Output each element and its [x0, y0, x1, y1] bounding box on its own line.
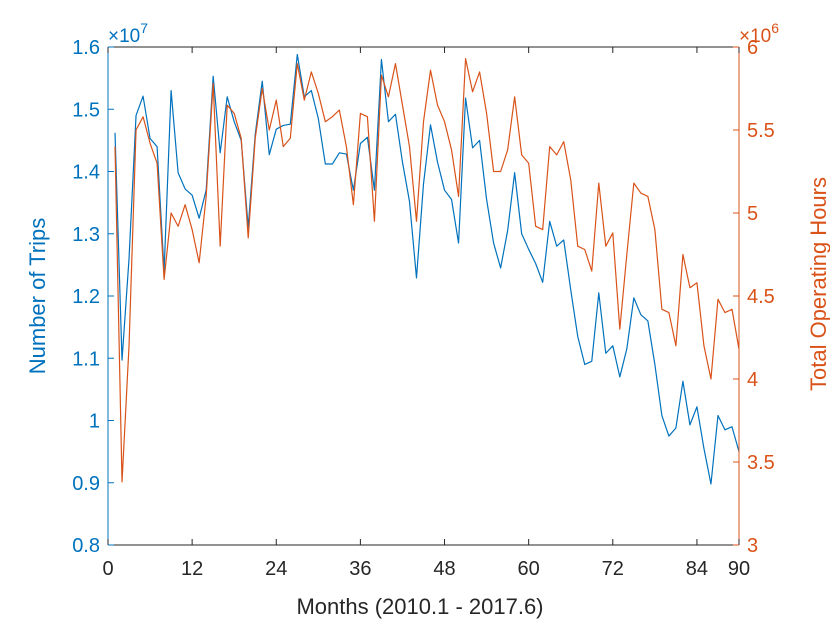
right-tick-label: 3.5 [747, 452, 775, 474]
left-exponent-prefix: ×10 [108, 26, 140, 47]
x-tick-label: 12 [181, 558, 203, 580]
x-axis-ticks: 0 12 24 36 48 60 72 84 90 [102, 47, 750, 580]
left-exponent-power: 7 [140, 20, 148, 36]
series-line-trips [114, 53, 740, 485]
x-tick-label: 60 [518, 558, 540, 580]
x-tick-label: 72 [602, 558, 624, 580]
left-axis-title: Number of Trips [25, 218, 50, 375]
x-tick-label: 48 [433, 558, 455, 580]
left-tick-label: 0.8 [72, 535, 100, 557]
right-axis-exponent: ×106 [739, 20, 779, 47]
right-tick-label: 3 [747, 535, 758, 557]
series-layer [114, 53, 740, 485]
left-tick-label: 1.4 [72, 162, 100, 184]
left-tick-label: 1.1 [72, 348, 100, 370]
left-tick-label: 1.5 [72, 99, 100, 121]
x-tick-label: 24 [265, 558, 287, 580]
x-axis-title: Months (2010.1 - 2017.6) [296, 594, 543, 619]
right-tick-label: 6 [747, 37, 758, 59]
left-axis-exponent: ×107 [108, 20, 148, 47]
right-tick-label: 4.5 [747, 286, 775, 308]
right-tick-label: 5 [747, 203, 758, 225]
left-axis-ticks: 0.8 0.9 1 1.1 1.2 1.3 1.4 1.5 1.6 [72, 37, 114, 557]
right-exponent-power: 6 [771, 20, 779, 36]
left-tick-label: 0.9 [72, 473, 100, 495]
right-tick-label: 5.5 [747, 120, 775, 142]
right-axis-ticks: 3 3.5 4 4.5 5 5.5 6 [733, 37, 775, 557]
right-tick-label: 4 [747, 369, 758, 391]
left-tick-label: 1.3 [72, 224, 100, 246]
left-tick-label: 1.2 [72, 286, 100, 308]
x-tick-label: 36 [349, 558, 371, 580]
x-tick-label: 0 [102, 558, 113, 580]
left-tick-label: 1.6 [72, 37, 100, 59]
x-tick-label: 90 [728, 558, 750, 580]
left-tick-label: 1 [89, 411, 100, 433]
right-exponent-prefix: ×10 [739, 26, 771, 47]
series-line-operating-hours [114, 58, 740, 483]
x-tick-label: 84 [686, 558, 708, 580]
right-axis-title: Total Operating Hours [806, 177, 830, 391]
